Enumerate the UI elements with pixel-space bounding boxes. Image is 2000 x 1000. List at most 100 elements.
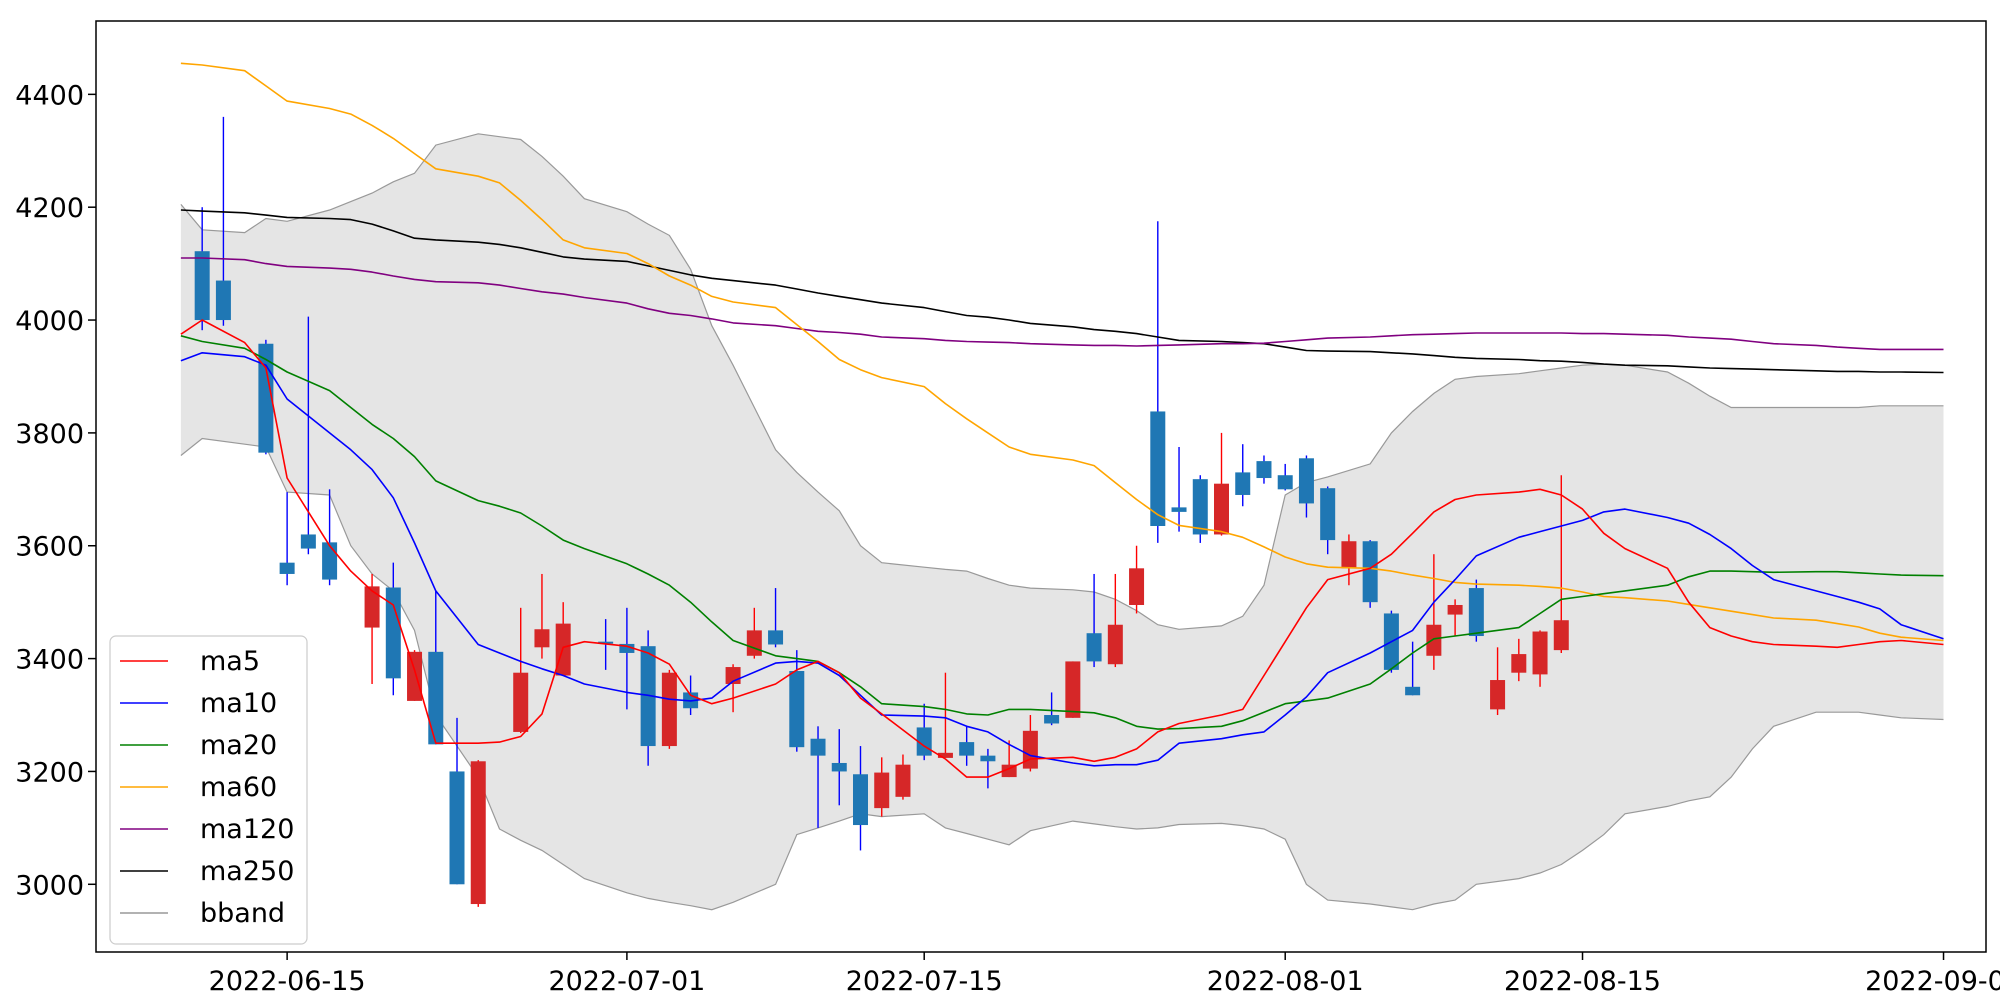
bband-upper [180,133,1944,630]
candle-body [1553,620,1569,651]
candle [1214,432,1230,536]
candle-body [449,771,465,885]
y-tick-label: 3400 [15,645,84,676]
legend: ma5 ma10 ma20 ma60 ma120 ma250 bband [109,635,308,945]
candle-body [1362,541,1378,603]
line-ma5 [180,319,1944,778]
candle [385,562,401,696]
y-tick-label: 3800 [15,419,84,450]
candle [768,588,784,648]
legend-label: ma5 [200,646,260,677]
candle [1235,444,1251,507]
bband-lower [180,437,1944,911]
candle [937,672,953,758]
line-ma120 [180,257,1944,351]
x-axis: 2022-06-15 2022-07-01 2022-07-15 2022-08-01… [209,952,2000,997]
candle [1171,447,1187,532]
legend-label: ma250 [200,856,294,887]
y-tick-label: 3000 [15,870,84,901]
legend-item-ma60: ma60 [120,772,277,803]
candle [1532,630,1548,687]
candle-body [194,251,210,321]
candle [1447,599,1463,637]
candle-body [1256,461,1272,479]
candle-body [407,651,423,701]
bollinger-band [180,133,1944,911]
legend-box [109,635,308,945]
candle-body [1511,654,1527,673]
candle [852,746,868,851]
line-ma60 [180,62,1944,642]
candle-body [1214,483,1230,535]
candle-body [1065,661,1081,718]
candle-body [1107,624,1123,665]
candle-body [1129,568,1145,605]
candle-body [874,772,890,809]
y-tick-label: 4000 [15,306,84,337]
candle [194,207,210,331]
candle-body [364,586,380,628]
candle [661,669,677,749]
candle-body [1171,507,1187,512]
candle [1298,455,1314,518]
candle [1341,534,1357,586]
candle [449,717,465,885]
candle [470,760,486,907]
x-tick-label: 2022-07-01 [548,966,705,997]
x-tick-label: 2022-08-01 [1207,966,1364,997]
candle-body [1192,479,1208,535]
candle [513,607,529,734]
legend-item-ma250: ma250 [120,856,294,887]
candle [1086,573,1102,668]
candle-body [852,774,868,826]
candle-body [385,587,401,679]
candle [874,757,890,817]
legend-label: ma20 [200,730,277,761]
candle-body [1001,764,1017,778]
candle-body [980,755,996,762]
candle [1107,573,1123,668]
candle-body [619,643,635,653]
candle [1044,692,1060,726]
legend-item-ma20: ma20 [120,730,277,761]
candle [831,729,847,806]
candle-body [1447,604,1463,615]
candle [1001,740,1017,778]
candle [1490,647,1506,716]
y-tick-label: 3200 [15,757,84,788]
candle [1065,661,1081,718]
candle [1150,221,1166,543]
x-tick-label: 2022-06-15 [209,966,366,997]
candle-body [534,629,550,648]
candle [534,573,550,659]
x-tick-label: 2022-09-01 [1865,966,2000,997]
candle-body [513,672,529,732]
candle [428,590,444,745]
candle [1320,486,1336,555]
candle-body [1532,631,1548,675]
line-ma20 [180,335,1944,730]
candle [322,489,338,586]
candle-body [1341,541,1357,569]
candle-body [598,641,614,644]
candle [1405,641,1421,696]
candle-body [661,672,677,747]
candle [364,573,380,684]
candle-body [895,764,911,797]
moving-average-lines [180,62,1944,778]
y-tick-label: 4400 [15,80,84,111]
line-ma250 [180,209,1944,374]
candle [1553,475,1569,653]
candle-body [1150,411,1166,526]
legend-label: ma120 [200,814,294,845]
candle-body [1298,458,1314,504]
candle [407,650,423,701]
candlesticks [194,116,1569,907]
candle-body [300,534,316,549]
candle-body [789,671,805,748]
candle [1192,475,1208,543]
candle [1511,638,1527,682]
candle-body [937,752,953,758]
candle-body [1235,472,1251,495]
